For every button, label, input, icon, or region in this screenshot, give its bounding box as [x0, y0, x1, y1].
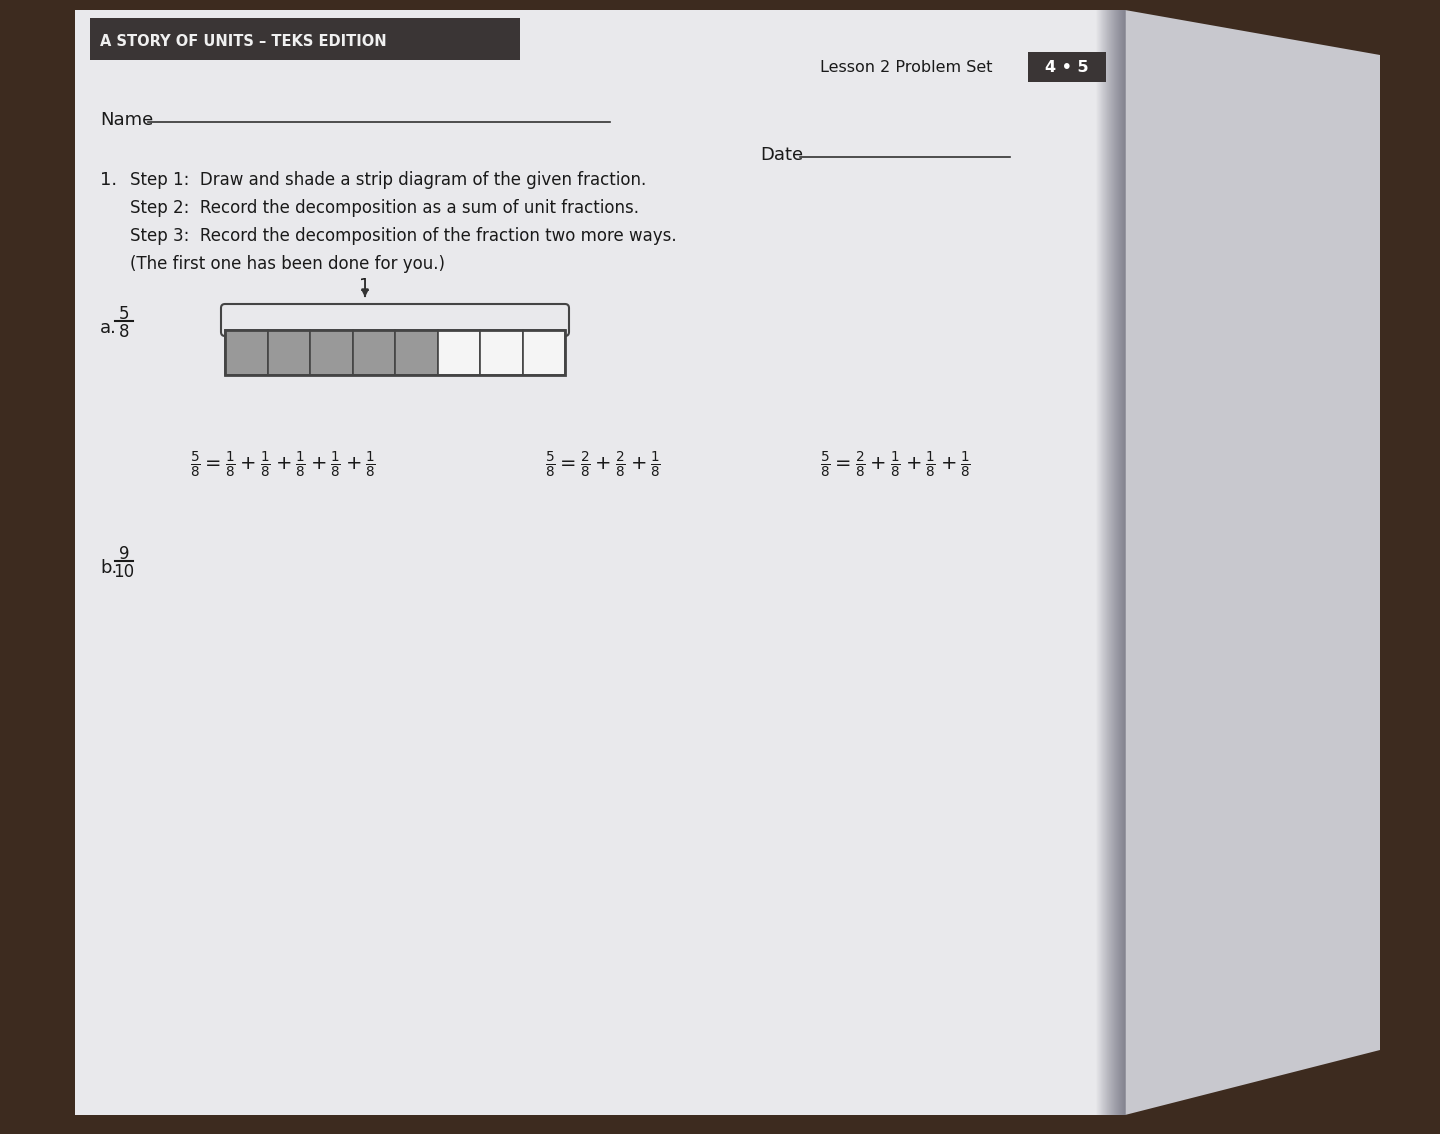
- Text: 1.: 1.: [99, 171, 117, 189]
- FancyBboxPatch shape: [1109, 10, 1112, 1115]
- FancyBboxPatch shape: [75, 10, 1125, 1115]
- Text: 8: 8: [118, 323, 130, 341]
- FancyBboxPatch shape: [1113, 10, 1115, 1115]
- Text: Step 3:  Record the decomposition of the fraction two more ways.: Step 3: Record the decomposition of the …: [130, 227, 677, 245]
- Text: (The first one has been done for you.): (The first one has been done for you.): [130, 255, 445, 273]
- FancyBboxPatch shape: [1112, 10, 1115, 1115]
- Bar: [268, 330, 310, 375]
- FancyBboxPatch shape: [1120, 10, 1123, 1115]
- FancyBboxPatch shape: [1119, 10, 1120, 1115]
- FancyBboxPatch shape: [1104, 10, 1107, 1115]
- FancyBboxPatch shape: [1104, 10, 1106, 1115]
- FancyBboxPatch shape: [1110, 10, 1112, 1115]
- Bar: [480, 330, 523, 375]
- Text: 1: 1: [360, 277, 370, 295]
- FancyBboxPatch shape: [1123, 10, 1125, 1115]
- FancyBboxPatch shape: [1122, 10, 1125, 1115]
- Bar: [310, 330, 353, 375]
- FancyBboxPatch shape: [1102, 10, 1103, 1115]
- FancyBboxPatch shape: [1115, 10, 1117, 1115]
- FancyBboxPatch shape: [1107, 10, 1110, 1115]
- FancyBboxPatch shape: [220, 304, 569, 336]
- Text: Step 1:  Draw and shade a strip diagram of the given fraction.: Step 1: Draw and shade a strip diagram o…: [130, 171, 647, 189]
- FancyBboxPatch shape: [1107, 10, 1109, 1115]
- Text: Lesson 2 Problem Set: Lesson 2 Problem Set: [819, 60, 992, 76]
- Text: 10: 10: [114, 562, 134, 581]
- FancyBboxPatch shape: [1117, 10, 1119, 1115]
- FancyBboxPatch shape: [1125, 10, 1126, 1115]
- Bar: [438, 330, 480, 375]
- Text: b.: b.: [99, 559, 117, 577]
- Text: Name: Name: [99, 111, 153, 129]
- Polygon shape: [1125, 10, 1380, 1115]
- FancyBboxPatch shape: [1116, 10, 1117, 1115]
- Bar: [353, 330, 395, 375]
- Text: 4 • 5: 4 • 5: [1045, 59, 1089, 75]
- FancyBboxPatch shape: [1115, 10, 1116, 1115]
- FancyBboxPatch shape: [1120, 10, 1122, 1115]
- Text: $\frac{5}{8} = \frac{2}{8} + \frac{1}{8} + \frac{1}{8} + \frac{1}{8}$: $\frac{5}{8} = \frac{2}{8} + \frac{1}{8}…: [819, 450, 971, 480]
- Text: Step 2:  Record the decomposition as a sum of unit fractions.: Step 2: Record the decomposition as a su…: [130, 198, 639, 217]
- FancyBboxPatch shape: [1100, 10, 1102, 1115]
- Text: 9: 9: [118, 545, 130, 562]
- FancyBboxPatch shape: [1102, 10, 1104, 1115]
- Bar: [523, 330, 564, 375]
- FancyBboxPatch shape: [1117, 10, 1120, 1115]
- Text: 5: 5: [118, 305, 130, 323]
- Text: A STORY OF UNITS – TEKS EDITION: A STORY OF UNITS – TEKS EDITION: [99, 34, 386, 50]
- Text: $\frac{5}{8} = \frac{2}{8} + \frac{2}{8} + \frac{1}{8}$: $\frac{5}{8} = \frac{2}{8} + \frac{2}{8}…: [544, 450, 661, 480]
- Bar: [225, 330, 268, 375]
- FancyBboxPatch shape: [1106, 10, 1107, 1115]
- Bar: [225, 330, 564, 375]
- Bar: [89, 18, 520, 60]
- Bar: [1028, 52, 1106, 82]
- FancyBboxPatch shape: [1112, 10, 1113, 1115]
- FancyBboxPatch shape: [1103, 10, 1104, 1115]
- Bar: [395, 330, 438, 375]
- FancyBboxPatch shape: [1099, 10, 1102, 1115]
- Text: a.: a.: [99, 319, 117, 337]
- Text: Date: Date: [760, 146, 804, 164]
- Text: $\frac{5}{8} = \frac{1}{8} + \frac{1}{8} + \frac{1}{8} + \frac{1}{8} + \frac{1}{: $\frac{5}{8} = \frac{1}{8} + \frac{1}{8}…: [190, 450, 376, 480]
